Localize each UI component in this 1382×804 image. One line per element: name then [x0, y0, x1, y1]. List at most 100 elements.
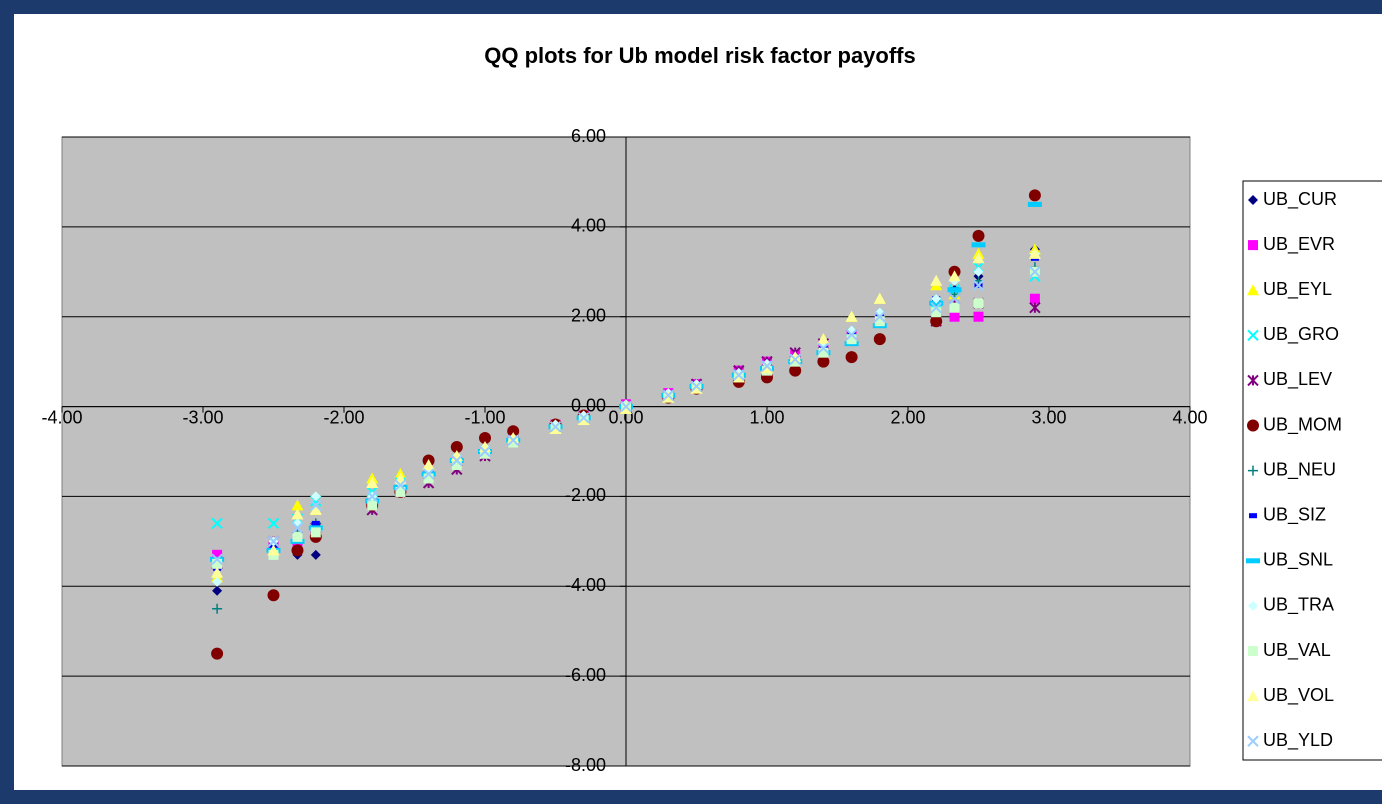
point [1028, 247, 1041, 259]
y-tick-label: -8.00 [565, 755, 606, 775]
y-tick-label: 2.00 [571, 305, 606, 325]
point [846, 334, 857, 345]
x-tick-label: 2.00 [890, 407, 925, 427]
point [267, 544, 280, 556]
point [930, 315, 943, 328]
x-tick-label: -1.00 [464, 407, 505, 427]
point [267, 535, 280, 548]
point [972, 252, 985, 264]
legend-marker [1247, 374, 1259, 387]
point [930, 274, 943, 286]
legend-label: UB_CUR [1263, 189, 1337, 210]
point [394, 479, 407, 491]
legend-label: UB_LEV [1263, 369, 1332, 390]
point [817, 342, 830, 354]
x-tick-label: 3.00 [1031, 407, 1066, 427]
point [973, 311, 984, 322]
point [291, 508, 304, 520]
y-tick-label: -4.00 [565, 575, 606, 595]
y-tick-label: 6.00 [571, 126, 606, 146]
point [422, 468, 435, 480]
legend-marker [1248, 465, 1258, 476]
point [507, 434, 519, 446]
point [873, 292, 886, 304]
legend-marker [1247, 284, 1259, 296]
legend-label: UB_VOL [1263, 685, 1334, 706]
point [212, 603, 223, 614]
point [690, 382, 703, 394]
point [292, 531, 303, 542]
point [212, 576, 223, 587]
point [972, 279, 985, 291]
point [577, 412, 590, 424]
point [874, 311, 886, 323]
point [973, 298, 984, 309]
point [949, 302, 960, 313]
point [366, 490, 378, 503]
point [761, 360, 773, 372]
point [212, 549, 223, 560]
legend-marker [1248, 240, 1258, 251]
point [817, 355, 830, 368]
legend-marker [1247, 690, 1259, 702]
legend-label: UB_EYL [1263, 279, 1332, 300]
legend-label: UB_MOM [1263, 414, 1342, 435]
point [973, 266, 984, 277]
y-tick-label: 4.00 [571, 216, 606, 236]
point [366, 476, 379, 488]
point [423, 473, 434, 484]
x-tick-label: 4.00 [1172, 407, 1207, 427]
chart-title: QQ plots for Ub model risk factor payoff… [484, 43, 916, 68]
point [789, 351, 802, 363]
point [395, 486, 406, 497]
point [310, 549, 321, 560]
point [577, 414, 590, 426]
point [212, 585, 223, 596]
legend-marker [1246, 558, 1260, 564]
point [422, 458, 435, 470]
point [311, 520, 320, 526]
point [1028, 189, 1041, 202]
x-tick-label: -2.00 [323, 407, 364, 427]
legend [1242, 180, 1382, 761]
legend-marker [1247, 735, 1259, 747]
point [479, 432, 491, 445]
point [451, 459, 462, 470]
point [789, 364, 802, 377]
legend-label: UB_NEU [1263, 459, 1336, 480]
point [1029, 266, 1041, 278]
point [267, 589, 280, 602]
point [732, 371, 745, 383]
point [310, 491, 321, 502]
legend-marker [1247, 329, 1259, 342]
legend-marker [1247, 419, 1259, 432]
point [948, 293, 961, 305]
point [549, 421, 562, 433]
y-tick-label: -2.00 [565, 485, 606, 505]
legend-marker [1248, 646, 1258, 656]
point [620, 400, 632, 413]
legend-label: UB_TRA [1263, 595, 1334, 616]
point [212, 558, 223, 569]
point [1029, 302, 1041, 314]
point [451, 454, 463, 467]
x-tick-label: -4.00 [41, 407, 82, 427]
x-tick-label: -3.00 [182, 407, 223, 427]
legend-label: UB_SIZ [1263, 504, 1326, 525]
point [291, 522, 304, 534]
legend-label: UB_EVR [1263, 234, 1335, 255]
point [267, 517, 280, 530]
y-tick-label: 0.00 [571, 395, 606, 415]
point [662, 391, 675, 403]
point [845, 351, 858, 364]
point [972, 229, 985, 242]
legend-label: UB_YLD [1263, 730, 1333, 751]
point [873, 333, 886, 346]
point [211, 517, 223, 530]
point [930, 302, 942, 314]
point [291, 544, 304, 557]
point [947, 287, 962, 293]
point [845, 310, 858, 322]
point [1029, 293, 1040, 304]
